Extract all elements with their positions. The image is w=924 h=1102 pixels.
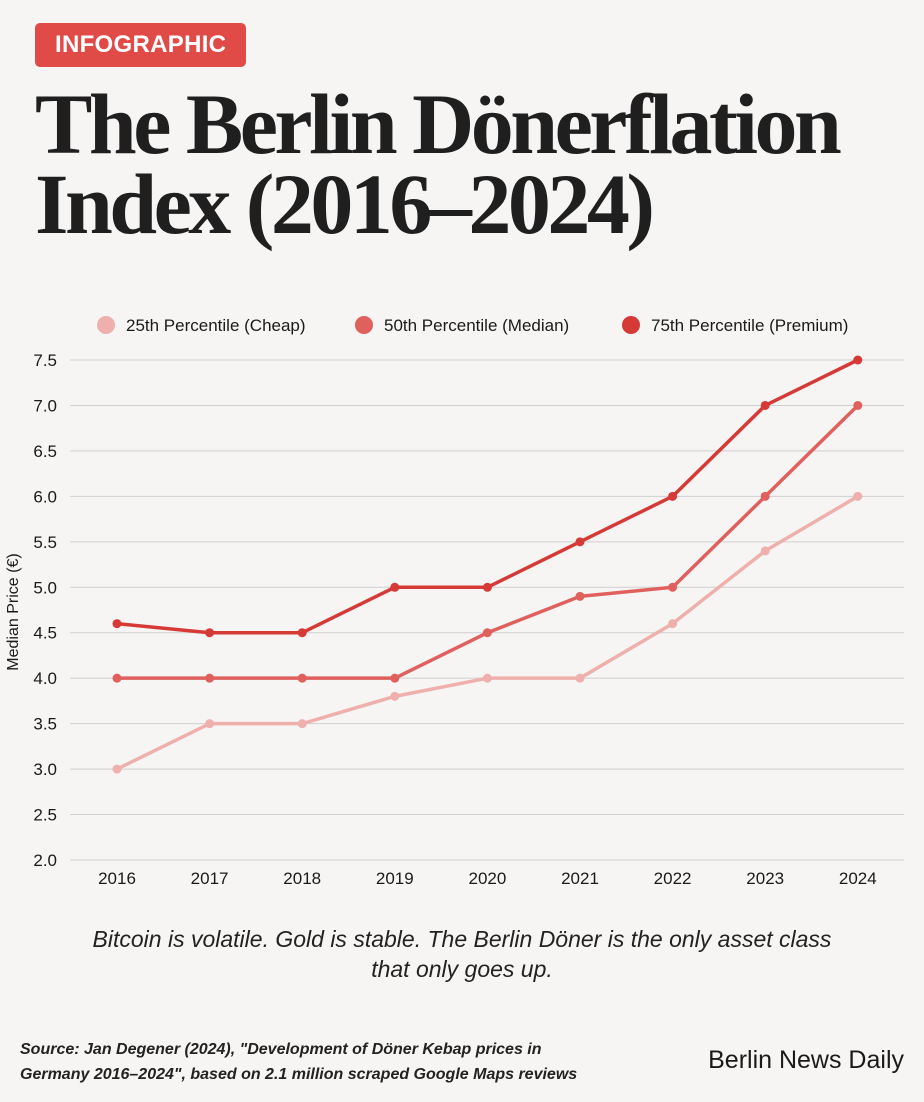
data-point [297, 673, 307, 683]
y-axis-ticks: 2.0 2.5 3.0 3.5 4.0 4.5 5.0 5.5 6.0 6.5 7.0 7.5 [33, 351, 57, 870]
data-point [390, 582, 400, 592]
data-point [760, 400, 770, 410]
x-tick-label: 2024 [839, 869, 877, 888]
y-tick-label: 3.5 [33, 715, 57, 734]
data-point [668, 491, 678, 501]
tagline: Bitcoin is volatile. Gold is stable. The… [20, 924, 904, 984]
y-tick-label: 5.5 [33, 533, 57, 552]
legend-label-25th-percentile-cheap: 25th Percentile (Cheap) [126, 316, 306, 335]
data-point [205, 673, 215, 683]
data-point [112, 673, 122, 683]
y-tick-label: 6.5 [33, 442, 57, 461]
tagline-line-2: that only goes up. [371, 956, 553, 982]
data-point [482, 673, 492, 683]
data-point [205, 628, 215, 638]
page-title: The Berlin Dönerflation Index (2016–2024… [35, 76, 915, 252]
title-line-1: The Berlin Dönerflation [35, 76, 842, 172]
title-line-2: Index (2016–2024) [35, 156, 655, 252]
publisher-name: Berlin News Daily [708, 1046, 904, 1074]
data-point [390, 691, 400, 701]
data-point [853, 400, 863, 410]
data-point [668, 619, 678, 629]
y-tick-label: 4.5 [33, 624, 57, 643]
series-25th-percentile-cheap [112, 491, 863, 774]
legend-marker-75th-percentile-premium [622, 316, 640, 334]
line-chart: 25th Percentile (Cheap) 50th Percentile (… [5, 316, 904, 888]
x-tick-label: 2016 [98, 869, 136, 888]
legend-marker-50th-percentile-median [355, 316, 373, 334]
series-75th-percentile-premium [112, 355, 863, 638]
legend-label-75th-percentile-premium: 75th Percentile (Premium) [651, 316, 848, 335]
x-tick-label: 2020 [468, 869, 506, 888]
chart-gridlines [70, 359, 904, 861]
data-point [575, 673, 585, 683]
data-point [297, 719, 307, 729]
data-point [668, 582, 678, 592]
data-point [760, 546, 770, 556]
y-tick-label: 4.0 [33, 669, 57, 688]
x-tick-label: 2023 [746, 869, 784, 888]
data-point [112, 764, 122, 774]
chart-legend: 25th Percentile (Cheap) 50th Percentile (… [97, 316, 848, 335]
y-tick-label: 2.5 [33, 806, 57, 825]
x-tick-label: 2022 [654, 869, 692, 888]
data-point [482, 628, 492, 638]
y-axis-label: Median Price (€) [5, 553, 22, 670]
tagline-line-1: Bitcoin is volatile. Gold is stable. The… [92, 926, 832, 952]
data-point [760, 491, 770, 501]
source-line-1: Source: Jan Degener (2024), "Development… [20, 1041, 542, 1058]
data-point [297, 628, 307, 638]
y-tick-label: 5.0 [33, 578, 57, 597]
legend-marker-25th-percentile-cheap [97, 316, 115, 334]
data-point [575, 591, 585, 601]
data-point [575, 537, 585, 547]
legend-label-50th-percentile-median: 50th Percentile (Median) [384, 316, 569, 335]
y-tick-label: 6.0 [33, 487, 57, 506]
infographic-badge: INFOGRAPHIC [35, 23, 247, 67]
data-point [205, 719, 215, 729]
data-point [853, 355, 863, 365]
source-line-2: Germany 2016–2024", based on 2.1 million… [20, 1066, 578, 1083]
y-tick-label: 7.5 [33, 351, 57, 370]
x-tick-label: 2019 [376, 869, 414, 888]
x-tick-label: 2021 [561, 869, 599, 888]
y-tick-label: 3.0 [33, 760, 57, 779]
source-note: Source: Jan Degener (2024), "Development… [20, 1037, 680, 1087]
y-tick-label: 2.0 [33, 851, 57, 870]
y-tick-label: 7.0 [33, 396, 57, 415]
x-tick-label: 2017 [191, 869, 229, 888]
x-tick-label: 2018 [283, 869, 321, 888]
chart-series [112, 355, 863, 774]
data-point [390, 673, 400, 683]
data-point [853, 491, 863, 501]
data-point [112, 619, 122, 629]
data-point [482, 582, 492, 592]
x-axis-ticks: 2016 2017 2018 2019 2020 2021 2022 2023 2024 [98, 869, 877, 888]
series-50th-percentile-median [112, 400, 863, 683]
